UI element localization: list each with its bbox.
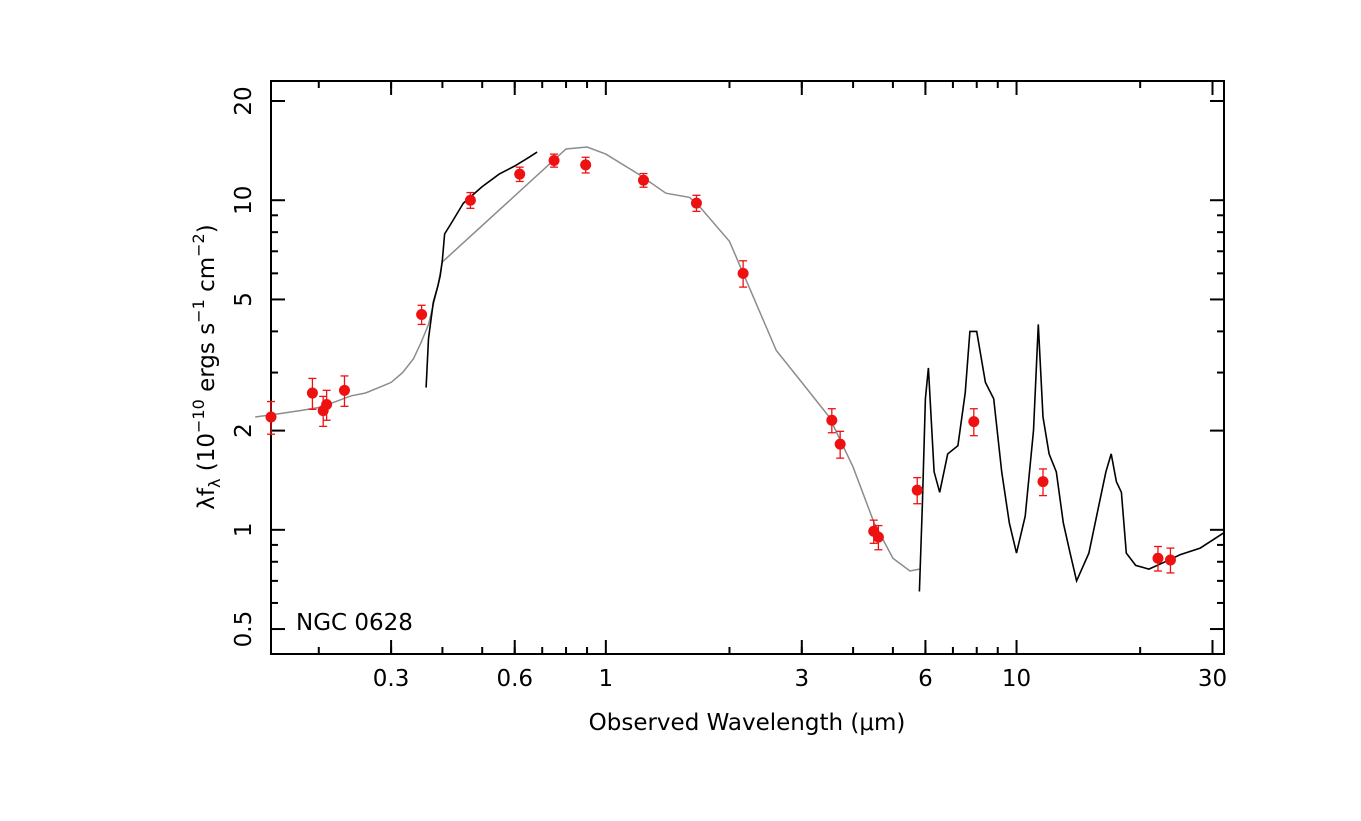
x-axis-label: Observed Wavelength (μm): [589, 710, 906, 736]
y-label-open: (10: [194, 433, 220, 479]
photometry-point: [911, 484, 923, 496]
y-tick-label: 20: [231, 86, 257, 115]
y-label-exp2: −1: [189, 299, 208, 323]
photometry-point: [1152, 552, 1164, 564]
axes-layer: 0.3 0.6 1 3 6 10 30 0.5 1 2 5 10 20: [231, 80, 1227, 692]
x-tick-label: 0.6: [496, 666, 533, 692]
photometry-point: [464, 194, 476, 206]
y-label-mid: ergs s: [194, 323, 220, 399]
y-tick-label: 0.5: [231, 611, 257, 648]
y-label-mid2: cm: [194, 257, 220, 299]
model-spectrum-line: [255, 146, 920, 572]
x-tick-label: 1: [599, 666, 614, 692]
photometry-point: [514, 168, 526, 180]
photometry-point: [834, 438, 846, 450]
x-tick-label: 6: [918, 666, 933, 692]
photometry-point: [690, 197, 702, 209]
photometry-point: [306, 387, 318, 399]
photometry-point: [637, 174, 649, 186]
photometry-point: [1037, 476, 1049, 488]
y-label-lambda: λ: [194, 496, 220, 510]
optical-spectrum-line: [425, 151, 538, 388]
photometry-layer: [265, 153, 1176, 574]
x-tick-label: 3: [794, 666, 809, 692]
y-label-exp1: −10: [189, 399, 208, 433]
x-tick-label: 30: [1198, 666, 1227, 692]
y-label-exp3: −2: [189, 233, 208, 257]
text-layer: NGC 0628 Observed Wavelength (μm) λfλ (1…: [189, 224, 905, 736]
y-tick-label: 5: [231, 292, 257, 307]
photometry-point: [872, 531, 884, 543]
photometry-point: [968, 416, 980, 428]
x-tick-label: 0.3: [373, 666, 410, 692]
photometry-point: [338, 384, 350, 396]
photometry-point: [826, 414, 838, 426]
photometry-point: [265, 411, 277, 423]
y-label-close: ): [194, 224, 220, 233]
plot-frame: [270, 80, 1225, 655]
model-spectrum-layer: [255, 146, 920, 572]
y-tick-label: 1: [231, 523, 257, 538]
photometry-point: [1164, 554, 1176, 566]
photometry-point: [321, 399, 333, 411]
photometry-point: [548, 154, 560, 166]
photometry-point: [737, 267, 749, 279]
y-axis-label: λfλ (10−10 ergs s−1 cm−2): [189, 224, 224, 509]
x-tick-label: 10: [1002, 666, 1031, 692]
ir-spectrum-line: [918, 324, 1225, 592]
observed-spectrum-layer: [425, 151, 1225, 592]
photometry-point: [580, 159, 592, 171]
y-tick-label: 10: [231, 186, 257, 215]
galaxy-name-label: NGC 0628: [296, 610, 413, 636]
y-label-f: f: [194, 487, 220, 496]
y-label-sub: λ: [205, 479, 224, 488]
photometry-point: [416, 309, 428, 321]
y-tick-label: 2: [231, 423, 257, 438]
